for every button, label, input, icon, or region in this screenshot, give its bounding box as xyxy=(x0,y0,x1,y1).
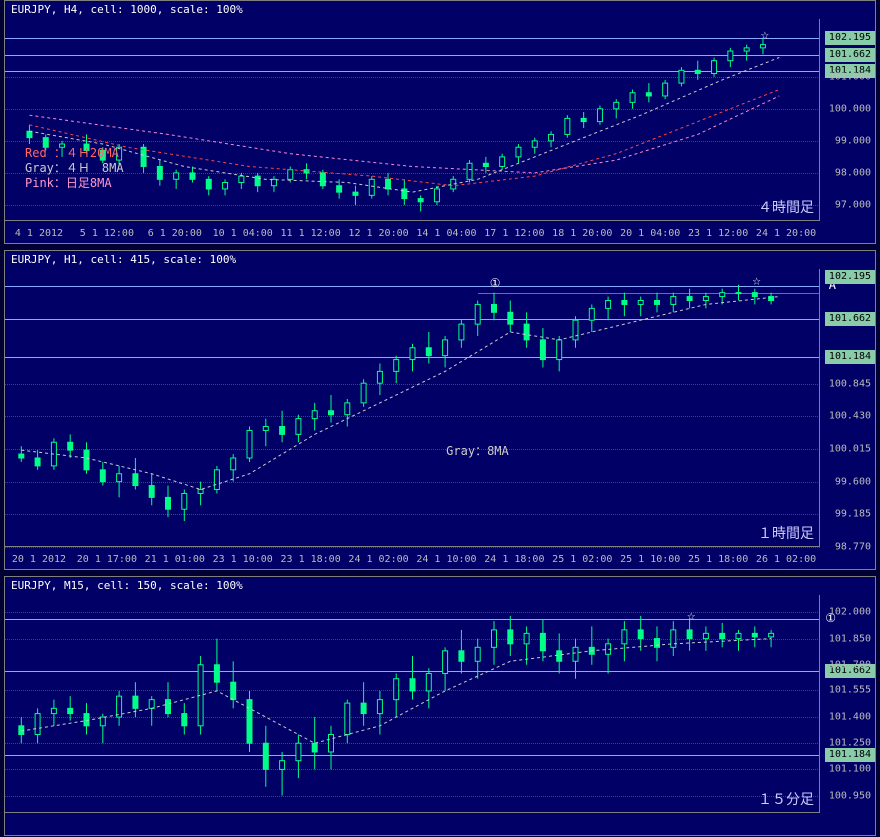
y-axis: 100.950 101.100 101.250 101.400 101.555 101.8… xyxy=(819,595,875,813)
y-tick-label: 100.430 xyxy=(829,411,871,422)
y-tick-label: 101.700 xyxy=(829,659,871,670)
x-tick-label: 25 1 02:00 xyxy=(552,554,612,565)
y-tick-label: 101.400 xyxy=(829,712,871,723)
y-tick-label: 99.185 xyxy=(835,509,871,520)
chart-svg xyxy=(5,269,820,547)
timeframe-label: １時間足 xyxy=(758,523,814,543)
x-tick-label: 5 1 12:00 xyxy=(80,228,134,239)
legend-item: Gray：４Ｈ 8MA xyxy=(25,161,124,176)
plot-area[interactable]: A102.195B101.662C101.184①☆Gray：8MA１時間足 xyxy=(5,269,820,547)
x-tick-label: 24 1 10:00 xyxy=(416,554,476,565)
y-tick-label: 101.850 xyxy=(829,633,871,644)
chart-panel-panel2: EURJPY, H1, cell: 415, scale: 100%A102.1… xyxy=(4,250,876,570)
timeframe-label: ４時間足 xyxy=(758,197,814,217)
plot-area[interactable]: ①B101.662C101.184☆１５分足 xyxy=(5,595,820,813)
x-tick-label: 10 1 04:00 xyxy=(213,228,273,239)
x-tick-label: 24 1 20:00 xyxy=(756,228,816,239)
y-tick-label: 99.000 xyxy=(835,135,871,146)
x-tick-label: 20 1 2012 xyxy=(12,554,66,565)
plot-area[interactable]: A102.195B101.662C101.184☆Red ：４Ｈ20MAGray… xyxy=(5,19,820,221)
panel-title: EURJPY, H4, cell: 1000, scale: 100% xyxy=(11,3,243,16)
y-tick-label: 97.000 xyxy=(835,199,871,210)
x-tick-label: 18 1 20:00 xyxy=(552,228,612,239)
x-tick-label: 4 1 2012 xyxy=(15,228,63,239)
x-tick-label: 23 1 18:00 xyxy=(281,554,341,565)
x-tick-label: 11 1 12:00 xyxy=(281,228,341,239)
x-tick-label: 21 1 01:00 xyxy=(145,554,205,565)
y-axis: 98.77099.18599.600100.015100.430100.845 xyxy=(819,269,875,547)
chart-svg xyxy=(5,19,820,221)
x-tick-label: 17 1 12:00 xyxy=(484,228,544,239)
x-tick-label: 6 1 20:00 xyxy=(148,228,202,239)
x-tick-label: 20 1 17:00 xyxy=(77,554,137,565)
y-tick-label: 102.000 xyxy=(829,607,871,618)
x-tick-label: 25 1 10:00 xyxy=(620,554,680,565)
ma-legend: Red ：４Ｈ20MAGray：４Ｈ 8MAPink：日足8MA xyxy=(25,146,124,191)
x-tick-label: 26 1 02:00 xyxy=(756,554,816,565)
x-tick-label: 14 1 04:00 xyxy=(416,228,476,239)
y-tick-label: 98.000 xyxy=(835,167,871,178)
timeframe-label: １５分足 xyxy=(758,789,814,809)
y-tick-label: 100.000 xyxy=(829,103,871,114)
legend-item: Red ：４Ｈ20MA xyxy=(25,146,124,161)
x-tick-label: 25 1 18:00 xyxy=(688,554,748,565)
panel-title: EURJPY, M15, cell: 150, scale: 100% xyxy=(11,579,243,592)
y-tick-label: 101.555 xyxy=(829,685,871,696)
y-tick-label: 98.770 xyxy=(835,542,871,553)
y-tick-label: 100.015 xyxy=(829,443,871,454)
y-tick-label: 101.250 xyxy=(829,738,871,749)
y-tick-label: 100.845 xyxy=(829,378,871,389)
legend-item: Pink：日足8MA xyxy=(25,176,124,191)
x-axis: 4 1 2012 5 1 12:00 6 1 20:00 10 1 04:00 11 1… xyxy=(5,220,820,243)
chart-svg xyxy=(5,595,820,813)
panel-title: EURJPY, H1, cell: 415, scale: 100% xyxy=(11,253,236,266)
y-tick-label: 101.000 xyxy=(829,71,871,82)
x-axis: 20 1 2012 20 1 17:00 21 1 01:00 23 1 10:00 2… xyxy=(5,546,820,569)
x-tick-label: 20 1 04:00 xyxy=(620,228,680,239)
y-tick-label: 101.100 xyxy=(829,764,871,775)
x-tick-label: 23 1 10:00 xyxy=(213,554,273,565)
x-axis xyxy=(5,812,820,835)
x-tick-label: 23 1 12:00 xyxy=(688,228,748,239)
y-tick-label: 100.950 xyxy=(829,790,871,801)
chart-panel-panel3: EURJPY, M15, cell: 150, scale: 100% ①B101… xyxy=(4,576,876,836)
ma-label: Gray：8MA xyxy=(446,442,509,459)
x-tick-label: 24 1 18:00 xyxy=(484,554,544,565)
x-tick-label: 24 1 02:00 xyxy=(348,554,408,565)
y-axis: 97.000 98.000 99.000 100.000 101.000 xyxy=(819,19,875,221)
y-tick-label: 99.600 xyxy=(835,476,871,487)
x-tick-label: 12 1 20:00 xyxy=(348,228,408,239)
chart-panel-panel1: EURJPY, H4, cell: 1000, scale: 100% A102.… xyxy=(4,0,876,244)
